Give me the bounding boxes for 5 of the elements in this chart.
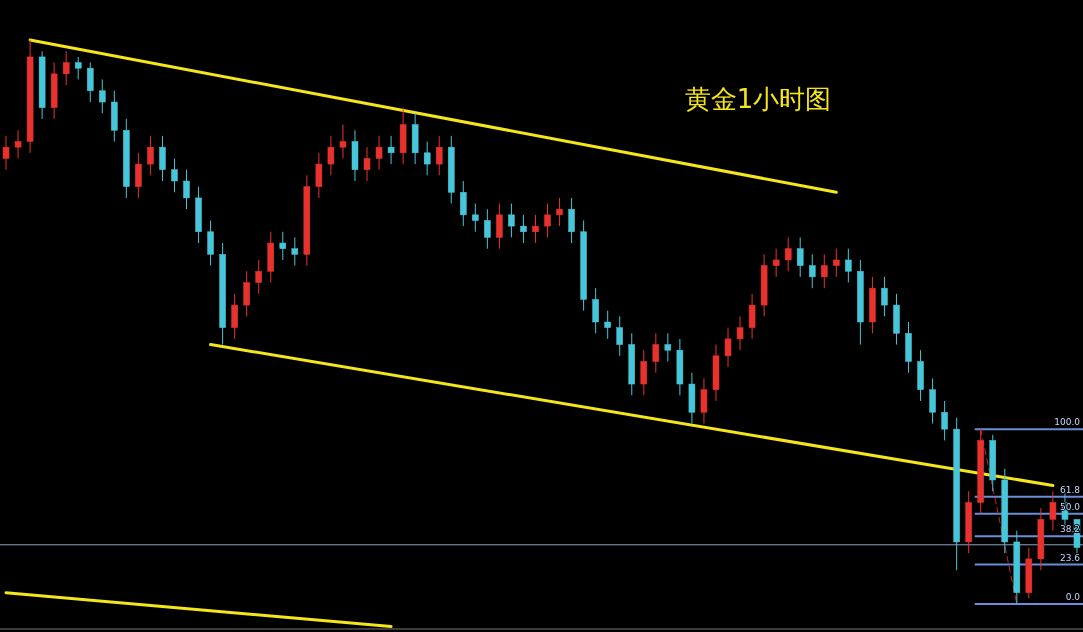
annotation: 61.8 — [1059, 484, 1080, 495]
title: 黄金1小时图 — [684, 84, 832, 114]
annotation: 23.6 — [1059, 552, 1080, 563]
annotation: 0.0 — [1065, 592, 1080, 602]
annotation: 100.0 — [1054, 417, 1080, 428]
